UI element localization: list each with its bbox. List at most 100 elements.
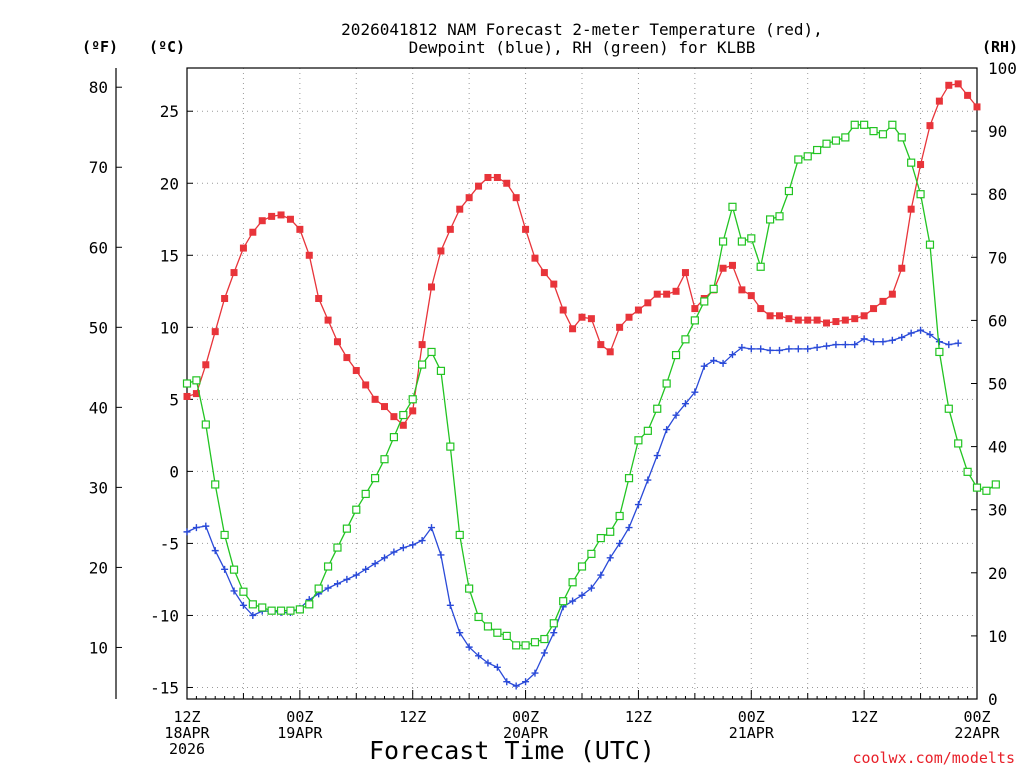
rh-tick-label: 70 — [988, 248, 1007, 267]
rh-tick-label: 50 — [988, 375, 1007, 394]
rh-unit-label: (RH) — [982, 38, 1018, 56]
x-tick-label: 18APR — [164, 724, 210, 742]
dewpoint-point — [221, 565, 229, 573]
temperature-point — [587, 315, 595, 323]
dewpoint-point — [616, 539, 624, 547]
temperature-point — [757, 305, 765, 313]
rh-point — [813, 145, 822, 155]
temperature-point — [362, 381, 370, 389]
temperature-point — [691, 305, 699, 313]
temperature-point — [776, 312, 783, 320]
dewpoint-point — [851, 341, 859, 349]
dewpoint-point — [202, 522, 210, 530]
temperature-point — [851, 315, 859, 323]
temperature-point — [728, 261, 736, 269]
dewpoint-point — [343, 575, 351, 583]
temperature-point — [766, 312, 774, 320]
temperature-point — [898, 264, 906, 272]
dewpoint-point — [926, 331, 934, 339]
dewpoint-point — [409, 541, 417, 549]
rh-tick-label: 30 — [988, 501, 1007, 520]
dewpoint-point — [935, 338, 943, 346]
x-axis-label: Forecast Time (UTC) — [369, 736, 655, 765]
rh-point — [333, 543, 342, 552]
rh-point — [709, 284, 718, 293]
temperature-point — [794, 316, 802, 324]
temperature-point — [333, 338, 341, 346]
fahrenheit-tick-label: 40 — [89, 398, 108, 417]
dewpoint-point — [569, 597, 577, 605]
rh-point — [465, 584, 474, 593]
dewpoint-point — [475, 652, 483, 660]
rh-point — [389, 433, 399, 442]
dewpoint-point — [663, 426, 671, 434]
temperature-point — [381, 403, 388, 411]
rh-point — [559, 597, 568, 606]
dewpoint-point — [183, 528, 191, 536]
rh-point — [963, 467, 972, 476]
rh-point — [860, 120, 869, 129]
temperature-point — [503, 179, 511, 187]
temperature-point — [371, 395, 379, 403]
x-tick-label: 12Z — [625, 708, 652, 726]
rh-point — [276, 606, 286, 615]
temperature-point — [681, 269, 689, 277]
temperature-point — [249, 228, 257, 236]
celsius-tick-label: -5 — [160, 534, 179, 553]
dewpoint-point — [437, 551, 445, 559]
rh-point — [540, 634, 549, 644]
temperature-point — [409, 407, 417, 415]
rh-point — [192, 376, 201, 385]
rh-point — [737, 237, 746, 246]
dewpoint-point — [860, 335, 868, 343]
dewpoint-point — [239, 601, 247, 609]
x-tick-label: 00Z — [738, 708, 765, 726]
temperature-point — [192, 390, 200, 398]
rh-point — [258, 603, 267, 612]
temperature-point — [954, 80, 962, 88]
temperature-point — [493, 173, 501, 181]
temperature-point — [719, 264, 727, 272]
temperature-point — [813, 316, 821, 324]
rh-point — [370, 474, 380, 483]
rh-point — [239, 587, 248, 596]
dewpoint-point — [625, 524, 633, 532]
dewpoint-point — [550, 629, 558, 637]
dewpoint-point — [587, 584, 595, 592]
dewpoint-point — [371, 560, 379, 568]
rh-point — [794, 155, 803, 164]
rh-point — [888, 120, 897, 129]
rh-point — [474, 612, 483, 622]
rh-point — [897, 133, 906, 142]
chart-title-line1: 2026041812 NAM Forecast 2-meter Temperat… — [341, 20, 823, 39]
x-tick-label: 12Z — [851, 708, 878, 726]
celsius-tick-label: 20 — [160, 174, 179, 193]
dewpoint-point — [230, 587, 238, 595]
rh-point — [662, 379, 671, 388]
rh-point — [408, 395, 417, 404]
dewpoint-point — [578, 591, 586, 599]
dewpoint-point — [484, 659, 492, 667]
fahrenheit-tick-label: 10 — [89, 638, 108, 657]
temperature-point — [907, 205, 915, 213]
fahrenheit-tick-label: 70 — [89, 158, 108, 177]
temperature-point — [917, 161, 925, 169]
dewpoint-point — [672, 411, 680, 419]
temperature-point — [663, 290, 671, 298]
rh-point — [211, 480, 220, 489]
x-tick-label: 00Z — [286, 708, 313, 726]
rh-point — [643, 426, 652, 435]
temperature-point — [437, 247, 445, 255]
rh-point — [596, 533, 605, 543]
dewpoint-point — [747, 345, 755, 353]
temperature-point — [879, 297, 887, 305]
temperature-point — [315, 295, 323, 303]
rh-tick-label: 40 — [988, 438, 1007, 457]
dewpoint-point — [841, 341, 849, 349]
dewpoint-point — [606, 554, 614, 562]
x-tick-label: 00Z — [963, 708, 990, 726]
rh-point — [991, 480, 1000, 489]
temperature-point — [945, 81, 953, 89]
series-rh — [182, 120, 1000, 650]
temperature-point — [935, 97, 943, 105]
